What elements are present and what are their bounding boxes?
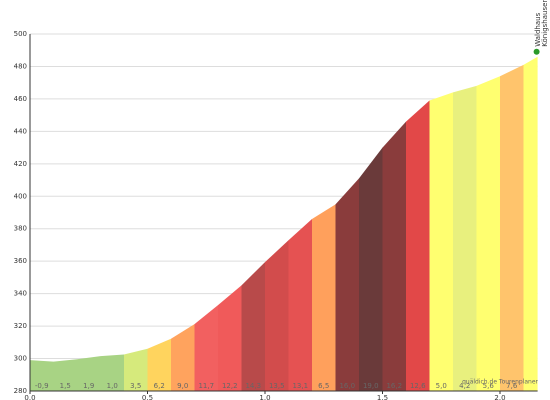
x-tick-label: 0.0 — [24, 394, 35, 400]
gradient-label: 5,0 — [436, 382, 447, 390]
gradient-label: 3,5 — [130, 382, 141, 390]
segment — [171, 324, 195, 391]
y-tick-label: 300 — [14, 355, 27, 363]
x-tick-label: 0.5 — [142, 394, 153, 400]
segment — [53, 359, 77, 391]
segment — [147, 338, 171, 391]
annotation: Königshauser — [541, 0, 549, 47]
segment — [265, 240, 289, 391]
y-tick-label: 380 — [14, 225, 27, 233]
gradient-label: 13,1 — [292, 382, 308, 390]
x-tick-label: 2.0 — [494, 394, 505, 400]
gradient-label: -0,9 — [35, 382, 49, 390]
segment — [100, 354, 124, 391]
gradient-label: 7,6 — [506, 382, 518, 390]
gradient-label: 9,0 — [177, 382, 188, 390]
segment — [288, 218, 312, 391]
gradient-label: 16,2 — [386, 382, 402, 390]
segment — [523, 56, 538, 392]
end-marker — [533, 48, 540, 55]
gradient-label: 16,0 — [339, 382, 355, 390]
y-tick-label: 460 — [14, 95, 27, 103]
segment — [312, 204, 336, 391]
segment — [218, 285, 242, 391]
plot: 280 300 320 340 360 380 400 420 440 460 480 500 -0,9… — [14, 0, 549, 400]
segment — [77, 356, 101, 391]
gradient-label: 6,5 — [318, 382, 329, 390]
gradient-label: 19,0 — [363, 382, 379, 390]
gradient-label: 5,6 — [483, 382, 495, 390]
segment — [194, 305, 218, 391]
segment — [335, 178, 359, 391]
y-tick-label: 420 — [14, 160, 27, 168]
x-tick-label: 1.5 — [377, 394, 388, 400]
watermark: quäldich.de Tourenplaner — [462, 379, 538, 386]
gradient-label: 1,5 — [60, 382, 71, 390]
x-tick-label: 1.0 — [259, 394, 270, 400]
segment — [359, 147, 383, 391]
segment — [30, 360, 54, 391]
segment — [382, 121, 406, 392]
gradient-label: 13,5 — [269, 382, 285, 390]
segment — [124, 348, 148, 391]
gradient-label: 4,2 — [459, 382, 470, 390]
y-tick-label: 340 — [14, 290, 27, 298]
gradient-label: 1,0 — [107, 382, 118, 390]
y-tick-label: 440 — [14, 127, 27, 135]
gradient-label: 1,9 — [83, 382, 94, 390]
y-tick-label: 320 — [14, 322, 27, 330]
y-tick-label: 280 — [14, 387, 27, 395]
gradient-label: 12,6 — [410, 382, 426, 390]
y-tick-label: 500 — [14, 30, 27, 38]
y-tick-label: 360 — [14, 257, 27, 265]
segment — [500, 64, 524, 391]
annotation: Waldhaus — [534, 12, 542, 46]
gradient-label: 11,7 — [198, 382, 214, 390]
segment — [241, 262, 265, 391]
y-tick-label: 400 — [14, 192, 27, 200]
gradient-label: 6,2 — [154, 382, 165, 390]
segment — [453, 85, 477, 391]
segment — [429, 92, 453, 391]
gradient-label: 12,2 — [222, 382, 238, 390]
gradient-label: 14,3 — [245, 382, 261, 390]
y-tick-label: 480 — [14, 62, 27, 70]
segment — [476, 76, 500, 391]
segment — [406, 100, 430, 392]
